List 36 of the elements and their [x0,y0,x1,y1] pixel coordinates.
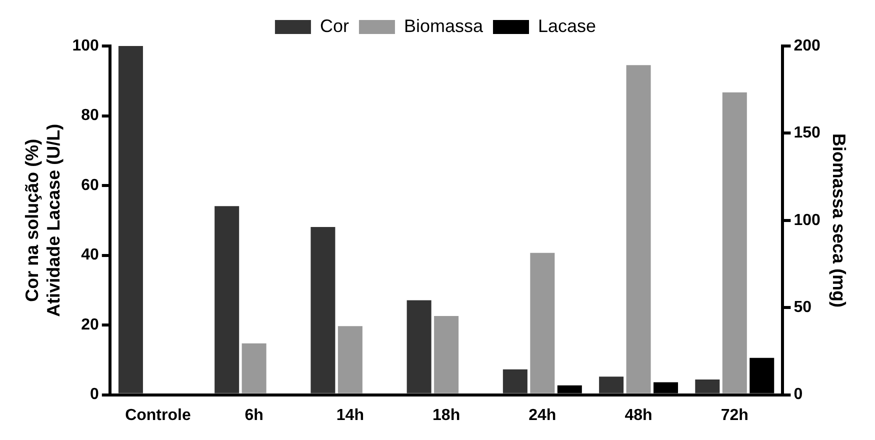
legend-label: Biomassa [404,16,484,36]
bar [242,343,266,394]
y2-tick-label: 0 [794,386,803,404]
x-tick-label: Controle [125,406,191,424]
x-tick-label: 6h [244,406,264,424]
y2-tick-label: 150 [794,124,820,142]
bar [695,379,720,394]
bar [118,46,143,394]
y-tick-label: 40 [81,246,99,264]
y-tick-label: 0 [90,386,99,404]
bar [530,252,555,394]
bar [214,206,240,394]
y2-tick-label: 200 [794,37,820,54]
y-tick-label: 60 [81,176,99,194]
bar [338,326,362,394]
y-tick-label: 20 [81,316,99,334]
y2-axis-title: Biomassa seca (mg) [829,133,850,308]
legend-label: Lacase [538,16,596,36]
y-tick-label: 80 [81,107,99,124]
y-axis-title: Cor na solução (%) Atividade Lacase (U/L) [22,124,64,317]
y-tick-label: 100 [72,37,99,54]
legend-label: Cor [320,16,349,36]
bar [406,300,432,394]
x-tick-label: 48h [624,406,652,424]
bar [310,227,336,394]
bar [434,316,459,394]
x-tick-label: 18h [432,406,460,424]
x-tick-label: 14h [336,406,364,424]
bar [626,65,651,394]
x-tick-label: 24h [528,406,556,424]
x-tick-label: 72h [720,406,748,424]
y2-tick-label: 100 [794,212,820,229]
bar [599,376,624,394]
y2-tick-label: 50 [794,299,812,316]
bar [502,369,528,394]
bar [722,92,747,394]
